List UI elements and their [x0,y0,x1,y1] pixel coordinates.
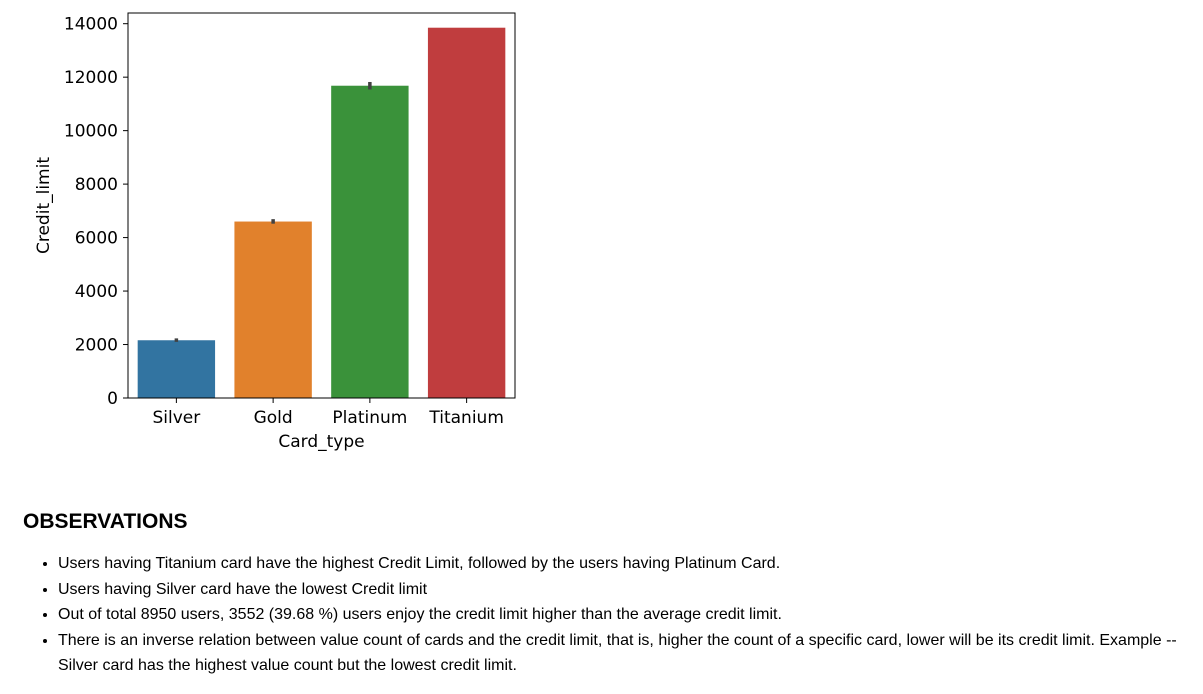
observation-item: Users having Silver card have the lowest… [58,577,1203,603]
error-bars-group [174,81,372,342]
credit-limit-bar-chart: 0 2000 4000 6000 8000 10000 12000 14000 Silver G… [34,12,516,452]
observations-title: OBSERVATIONS [23,510,188,533]
y-tick-label: 12000 [64,68,118,88]
x-tick-label: Platinum [332,408,407,428]
bar-silver [137,340,216,398]
plot-frame [127,12,516,399]
x-axis-label: Card_type [278,432,364,452]
bar-titanium [427,27,506,398]
observation-item: Out of total 8950 users, 3552 (39.68 %) … [58,602,1203,628]
y-axis-label: Credit_limit [34,157,54,254]
x-tick-label: Silver [153,408,201,428]
observation-item: There is an inverse relation between val… [58,628,1203,679]
y-tick-label: 4000 [75,282,118,302]
x-tick-label: Titanium [428,408,504,428]
observations-list: Users having Titanium card have the high… [40,551,1203,679]
x-axis: Silver Gold Platinum Titanium [153,398,504,428]
y-tick-label: 10000 [64,122,118,142]
y-tick-label: 2000 [75,336,118,356]
bar-gold [234,221,312,398]
y-tick-label: 14000 [64,15,118,35]
y-tick-label: 6000 [75,229,118,249]
y-tick-label: 8000 [75,175,118,195]
y-tick-label: 0 [107,389,118,409]
x-tick-label: Gold [254,408,293,428]
bars-group [137,27,506,398]
bar-platinum [331,85,409,398]
observation-item: Users having Titanium card have the high… [58,551,1203,577]
y-axis: 0 2000 4000 6000 8000 10000 12000 14000 [64,15,128,409]
